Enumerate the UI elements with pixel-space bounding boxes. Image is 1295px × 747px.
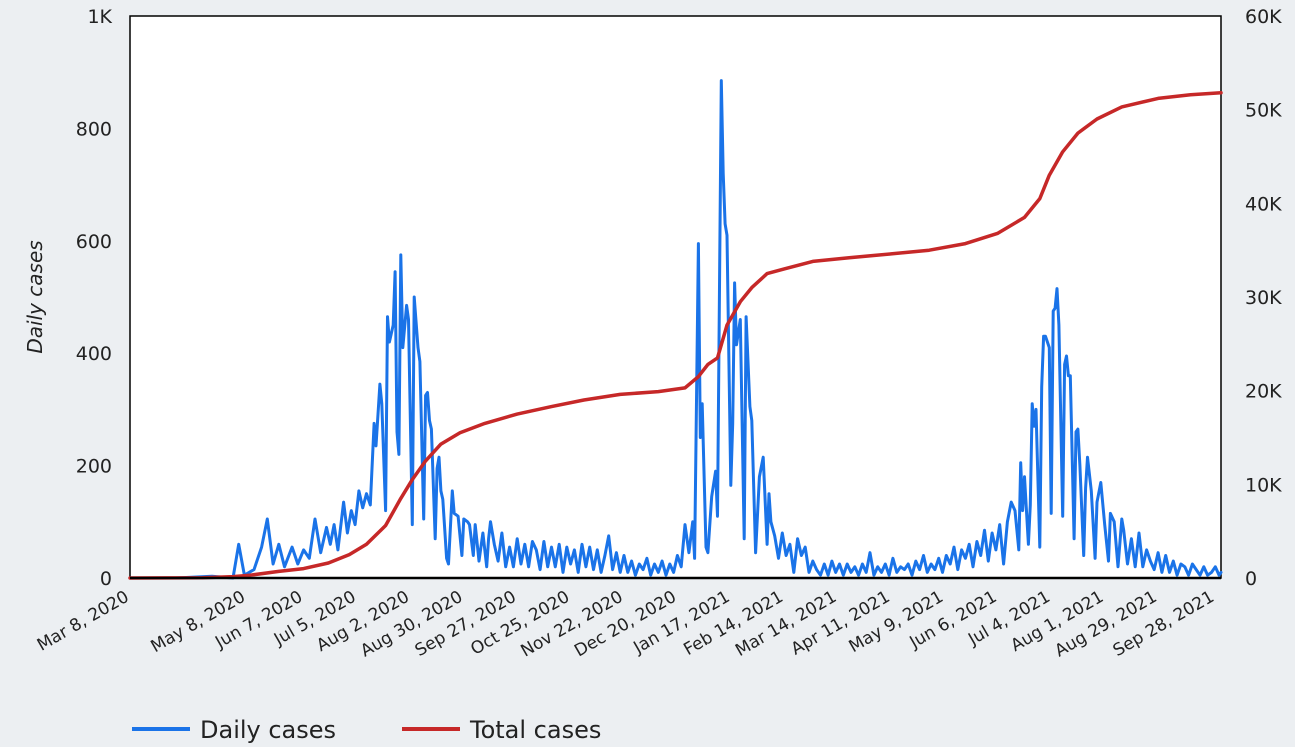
legend-label: Daily cases <box>200 716 336 744</box>
left-tick-label: 800 <box>76 118 112 140</box>
legend-label: Total cases <box>469 716 601 744</box>
right-tick-label: 30K <box>1245 287 1282 309</box>
series-layer <box>128 79 1223 580</box>
right-tick-label: 20K <box>1245 381 1282 403</box>
series-line-total-cases <box>128 91 1223 580</box>
right-tick-label: 40K <box>1245 193 1282 215</box>
left-axis-ticks: 0 200 400 600 800 1K <box>76 6 113 590</box>
left-tick-label: 0 <box>100 568 112 590</box>
right-tick-label: 0 <box>1245 568 1257 590</box>
left-tick-label: 400 <box>76 343 112 365</box>
series-line-daily-cases <box>128 79 1223 580</box>
x-tick-label: Mar 8, 2020 <box>34 587 133 656</box>
right-axis-ticks: 0 10K 20K 30K 40K 50K 60K <box>1245 6 1282 590</box>
legend: Daily cases Total cases <box>132 716 601 744</box>
left-tick-label: 600 <box>76 231 112 253</box>
right-tick-label: 50K <box>1245 100 1282 122</box>
left-tick-label: 1K <box>87 6 112 28</box>
right-tick-label: 60K <box>1245 6 1282 28</box>
right-tick-label: 10K <box>1245 474 1282 496</box>
y-axis-label: Daily cases <box>23 240 47 353</box>
left-tick-label: 200 <box>76 456 112 478</box>
